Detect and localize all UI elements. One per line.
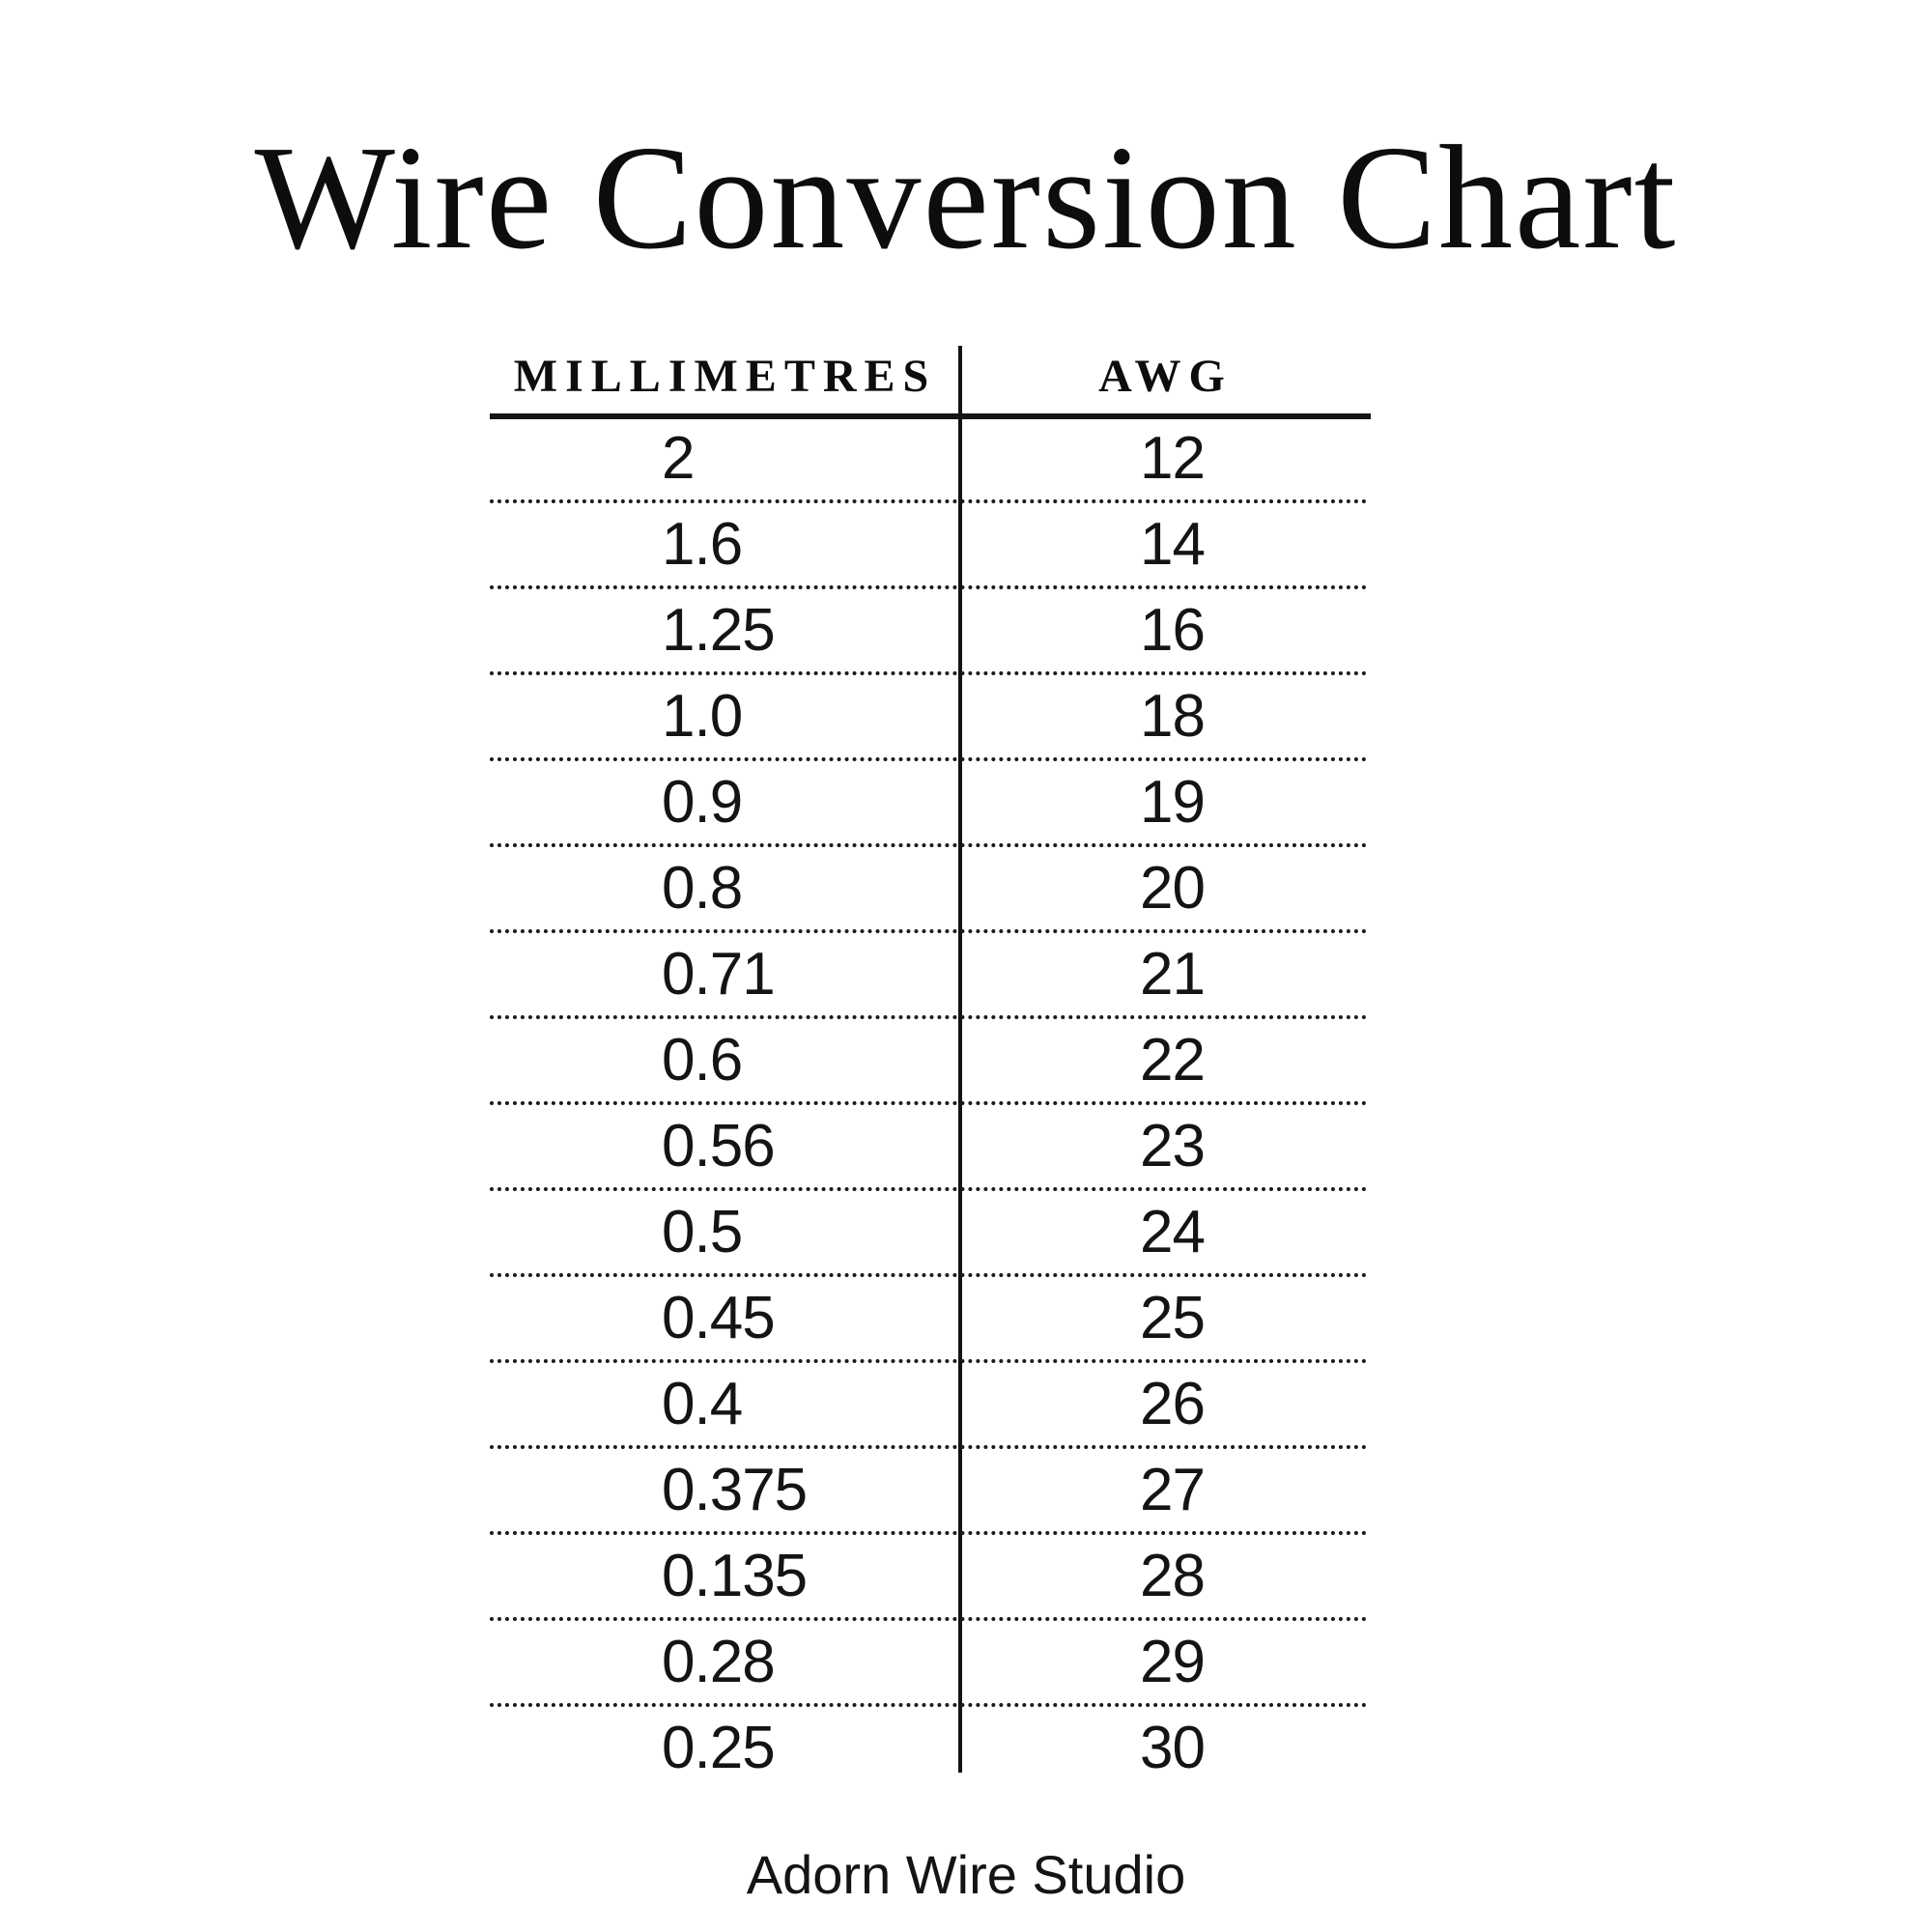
awg-value: 24 (1140, 1199, 1206, 1265)
row-separator (490, 1445, 1367, 1449)
header-underline (490, 413, 1371, 419)
table-row: 1.0 18 (0, 673, 1932, 759)
awg-value: 28 (1140, 1543, 1206, 1609)
row-separator (490, 1273, 1367, 1277)
awg-value: 20 (1140, 855, 1206, 922)
page-title: Wire Conversion Chart (254, 116, 1678, 280)
column-divider-line (958, 346, 962, 1773)
column-header-awg: AWG (1098, 351, 1233, 402)
awg-value: 29 (1140, 1629, 1206, 1695)
row-separator (490, 585, 1367, 589)
table-row: 1.25 16 (0, 587, 1932, 673)
awg-value: 21 (1140, 941, 1206, 1008)
table-row: 0.375 27 (0, 1447, 1932, 1533)
millimetres-value: 2 (662, 425, 695, 492)
awg-value: 30 (1140, 1715, 1206, 1781)
millimetres-value: 0.45 (662, 1285, 776, 1351)
row-separator (490, 929, 1367, 933)
millimetres-value: 0.25 (662, 1715, 776, 1781)
millimetres-value: 0.8 (662, 855, 743, 922)
row-separator (490, 1015, 1367, 1019)
millimetres-value: 1.6 (662, 511, 743, 578)
table-row: 2 12 (0, 415, 1932, 501)
row-separator (490, 1187, 1367, 1191)
awg-value: 14 (1140, 511, 1206, 578)
table-row: 0.5 24 (0, 1189, 1932, 1275)
table-row: 0.25 30 (0, 1705, 1932, 1791)
millimetres-value: 0.6 (662, 1027, 743, 1094)
awg-value: 16 (1140, 597, 1206, 664)
table-row: 0.71 21 (0, 931, 1932, 1017)
table-row: 0.135 28 (0, 1533, 1932, 1619)
row-separator (490, 1617, 1367, 1621)
awg-value: 23 (1140, 1113, 1206, 1179)
row-separator (490, 1531, 1367, 1535)
table-row: 0.6 22 (0, 1017, 1932, 1103)
row-separator (490, 843, 1367, 847)
row-separator (490, 757, 1367, 761)
table-row: 0.4 26 (0, 1361, 1932, 1447)
row-separator (490, 671, 1367, 675)
table-row: 0.8 20 (0, 845, 1932, 931)
table-row: 0.9 19 (0, 759, 1932, 845)
row-separator (490, 1359, 1367, 1363)
footer-credit: Adorn Wire Studio (746, 1844, 1186, 1905)
awg-value: 19 (1140, 769, 1206, 836)
row-separator (490, 1101, 1367, 1105)
table-row: 1.6 14 (0, 501, 1932, 587)
millimetres-value: 0.4 (662, 1371, 743, 1437)
awg-value: 18 (1140, 683, 1206, 750)
awg-value: 27 (1140, 1457, 1206, 1523)
awg-value: 12 (1140, 425, 1206, 492)
table-row: 0.45 25 (0, 1275, 1932, 1361)
table-row: 0.56 23 (0, 1103, 1932, 1189)
awg-value: 22 (1140, 1027, 1206, 1094)
awg-value: 25 (1140, 1285, 1206, 1351)
millimetres-value: 0.71 (662, 941, 776, 1008)
millimetres-value: 0.9 (662, 769, 743, 836)
millimetres-value: 0.135 (662, 1543, 808, 1609)
row-separator (490, 499, 1367, 503)
row-separator (490, 1703, 1367, 1707)
millimetres-value: 0.5 (662, 1199, 743, 1265)
table-row: 0.28 29 (0, 1619, 1932, 1705)
awg-value: 26 (1140, 1371, 1206, 1437)
millimetres-value: 1.25 (662, 597, 776, 664)
millimetres-value: 0.28 (662, 1629, 776, 1695)
millimetres-value: 0.56 (662, 1113, 776, 1179)
column-header-millimetres: MILLIMETRES (513, 351, 937, 402)
millimetres-value: 1.0 (662, 683, 743, 750)
millimetres-value: 0.375 (662, 1457, 808, 1523)
